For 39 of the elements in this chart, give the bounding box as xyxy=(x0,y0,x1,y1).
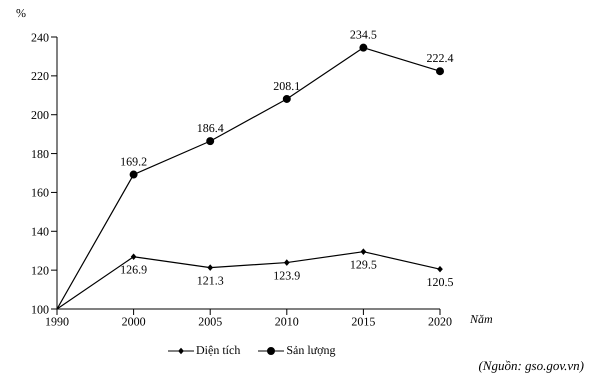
point xyxy=(360,248,366,255)
data-label: 208.1 xyxy=(273,78,300,93)
x-tick-label: 1990 xyxy=(45,314,69,329)
x-tick-label: 2015 xyxy=(351,314,376,329)
y-tick-label: 160 xyxy=(31,186,49,200)
y-axis-title: % xyxy=(16,6,26,20)
data-label: 222.4 xyxy=(426,51,454,66)
point xyxy=(437,266,443,272)
x-axis-title: Năm xyxy=(469,312,494,326)
legend-label: Sản lượng xyxy=(285,343,336,358)
x-tick-label: 2000 xyxy=(122,314,146,329)
point xyxy=(206,137,214,146)
x-tick-label: 2010 xyxy=(274,314,299,329)
point xyxy=(130,170,138,179)
point xyxy=(282,94,291,103)
point xyxy=(208,264,213,271)
legend-label: Diện tích xyxy=(195,343,240,358)
y-tick-label: 100 xyxy=(31,302,49,316)
data-label: 121.3 xyxy=(196,274,224,288)
x-tick-label: 2020 xyxy=(428,314,452,329)
data-label: 169.2 xyxy=(120,154,148,169)
y-tick-label: 240 xyxy=(31,30,49,44)
data-label: 126.9 xyxy=(120,262,148,277)
point xyxy=(359,44,368,52)
data-label: 120.5 xyxy=(426,275,454,290)
point xyxy=(436,67,444,76)
point xyxy=(284,260,290,266)
text: (Nguồn: gso.gov.vn) xyxy=(477,358,584,374)
y-tick-label: 180 xyxy=(31,146,49,161)
y-tick-label: 200 xyxy=(31,108,49,122)
data-label: 129.5 xyxy=(350,258,377,272)
y-tick-label: 120 xyxy=(31,263,49,278)
y-tick-label: 220 xyxy=(31,69,49,84)
data-label: 186.4 xyxy=(196,121,224,136)
y-tick-label: 140 xyxy=(31,224,49,239)
x-tick-label: 2005 xyxy=(198,314,222,329)
data-label: 234.5 xyxy=(350,28,377,42)
data-label: 123.9 xyxy=(273,268,300,283)
point xyxy=(130,254,136,260)
